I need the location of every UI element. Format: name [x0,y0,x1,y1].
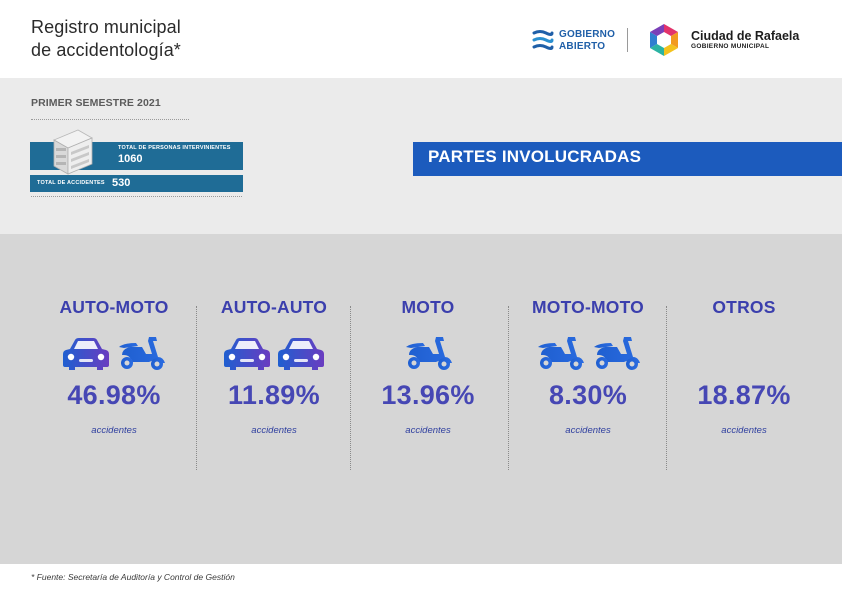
scooter-icon [406,337,452,370]
scooter-icon [119,337,165,370]
category-column: MOTO-MOTO 8.30% accidentes [508,297,668,436]
category-label: AUTO-MOTO [59,297,169,317]
accidentes-label: TOTAL DE ACCIDENTES [37,180,105,186]
gobierno-abierto-icon [532,30,554,50]
percentage-value: 11.89% [228,380,320,410]
category-icons [194,330,354,376]
unit-label: accidentes [721,425,767,436]
percentage-value: 8.30% [548,380,628,410]
category-label: MOTO-MOTO [532,297,644,317]
gobierno-abierto-line2: ABIERTO [559,41,606,52]
category-label: AUTO-AUTO [220,297,328,317]
footnote: * Fuente: Secretaría de Auditoría y Cont… [31,572,235,582]
section-title: PARTES INVOLUCRADAS [413,142,842,176]
scooter-icon [538,337,584,370]
logo-divider [627,28,628,52]
period-label: PRIMER SEMESTRE 2021 [31,97,161,109]
building-icon [53,129,93,175]
unit-label: accidentes [405,425,451,436]
category-column: MOTO 13.96% accidentes [348,297,508,436]
category-icons [664,330,824,376]
gobierno-abierto-text: GOBIERNO ABIERTO [559,29,615,53]
percentage-value: 13.96% [381,380,475,410]
accidentes-value: 530 [112,177,131,189]
percentage-value: 46.98% [67,380,161,410]
column-divider [196,306,197,470]
category-column: OTROS 18.87% accidentes [664,297,824,436]
column-divider [350,306,351,470]
personas-value: 1060 [118,153,143,165]
car-icon [63,338,109,370]
gobierno-abierto-line1: GOBIERNO [559,29,616,40]
category-icons [348,330,508,376]
summary-divider [31,196,242,197]
personas-label: TOTAL DE PERSONAS INTERVINIENTES [118,145,231,151]
page-title-line1: Registro municipal [31,17,181,37]
column-divider [508,306,509,470]
unit-label: accidentes [565,425,611,436]
car-icon [224,338,270,370]
period-divider [31,119,189,120]
column-divider [666,306,667,470]
ciudad-rafaela-logo: Ciudad de Rafaela GOBIERNO MUNICIPAL [645,22,805,58]
ciudad-rafaela-sub: GOBIERNO MUNICIPAL [691,43,770,50]
category-icons [508,330,668,376]
accidentes-box: TOTAL DE ACCIDENTES 530 [30,175,243,192]
scooter-icon [594,337,640,370]
page-header: Registro municipal de accidentología* GO… [0,0,842,78]
unit-label: accidentes [251,425,297,436]
car-icon [278,338,324,370]
percentage-value: 18.87% [697,380,791,410]
chart-band [0,234,842,564]
page-title: Registro municipal de accidentología* [31,16,181,62]
category-label: MOTO [401,297,455,317]
unit-label: accidentes [91,425,137,436]
category-icons [34,330,194,376]
category-column: AUTO-MOTO 46.98% accidentes [34,297,194,436]
category-label: OTROS [712,297,776,317]
hexagon-logo-icon [650,24,678,56]
ciudad-rafaela-name: Ciudad de Rafaela [691,29,800,43]
gobierno-abierto-logo: GOBIERNO ABIERTO [532,27,622,55]
page-title-line2: de accidentología* [31,40,181,60]
category-column: AUTO-AUTO 11.89% accidentes [194,297,354,436]
